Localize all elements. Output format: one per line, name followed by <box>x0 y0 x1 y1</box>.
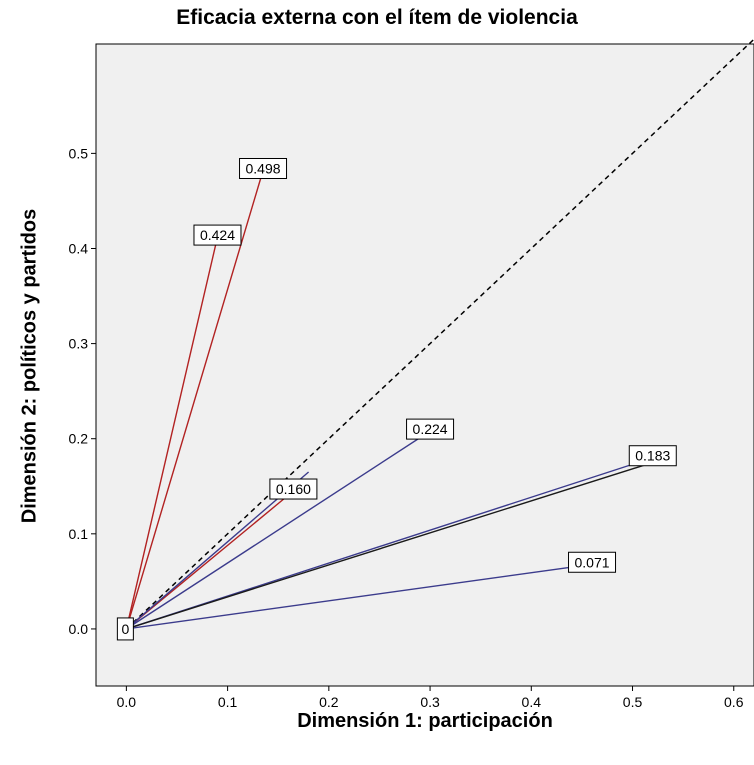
series-line <box>126 457 653 630</box>
value-label-box <box>628 445 677 467</box>
x-tick-label: 0.2 <box>319 694 339 710</box>
value-label-box <box>193 224 242 246</box>
x-tick-label: 0.0 <box>117 694 137 710</box>
series-line <box>125 170 264 630</box>
value-label-box <box>269 478 318 500</box>
x-tick-label: 0.4 <box>522 694 542 710</box>
y-tick-label: 0.2 <box>69 431 89 447</box>
x-tick-label: 0.1 <box>218 694 238 710</box>
x-tick-label: 0.3 <box>420 694 440 710</box>
x-tick-label: 0.5 <box>623 694 643 710</box>
chart-title: Eficacia externa con el ítem de violenci… <box>176 6 578 29</box>
value-label-box <box>239 157 288 179</box>
series-line <box>125 490 294 630</box>
value-label: 0.498 <box>246 160 281 176</box>
series-lines <box>125 38 754 630</box>
series-line <box>125 236 219 630</box>
origin-label: 0 <box>121 621 129 637</box>
plot-area <box>95 43 754 687</box>
y-tick-label: 0.5 <box>69 145 89 161</box>
y-tick-label: 0.4 <box>69 240 89 256</box>
series-line <box>126 461 653 630</box>
y-tick-label: 0.1 <box>69 526 89 542</box>
axis-ticks: 0.0 0.1 0.2 0.3 0.4 0.5 0.6 0.0 0.1 0.2 0.3 0.4 0.5 <box>69 145 744 710</box>
value-label: 0.224 <box>413 421 448 437</box>
x-tick-label: 0.6 <box>724 694 744 710</box>
y-tick-label: 0.3 <box>69 336 89 352</box>
series-line <box>125 430 431 630</box>
value-label-box <box>406 418 455 440</box>
value-label: 0.424 <box>200 227 235 243</box>
y-tick-label: 0.0 <box>69 621 89 637</box>
data-labels: 0.498 0.424 0.160 0.224 0.183 0.071 0 <box>116 157 677 641</box>
value-label-box <box>568 551 617 573</box>
x-axis-label: Dimensión 1: participación <box>297 710 553 732</box>
origin-label-box <box>116 617 134 641</box>
value-label: 0.160 <box>276 481 311 497</box>
value-label: 0.183 <box>635 448 670 464</box>
series-line <box>126 563 593 630</box>
value-label: 0.071 <box>575 554 610 570</box>
